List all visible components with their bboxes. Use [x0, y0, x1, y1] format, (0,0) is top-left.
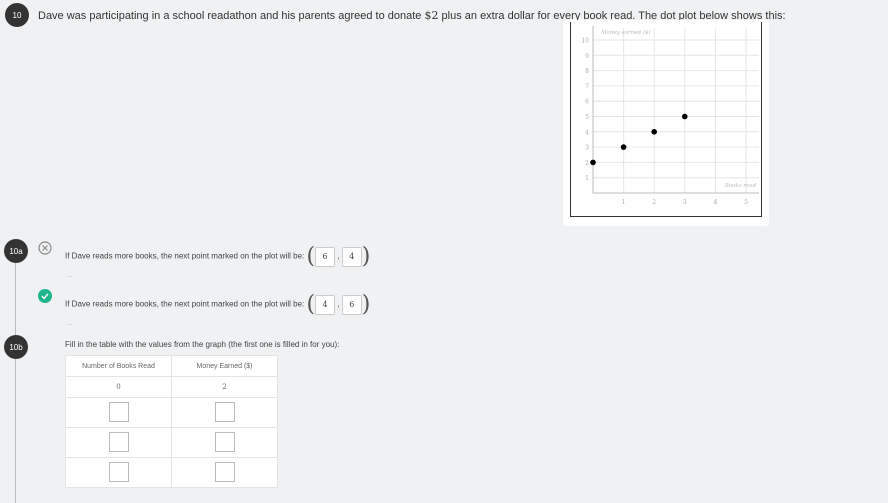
table-row	[65, 427, 278, 458]
y-tick-label: 6	[585, 99, 589, 106]
x-axis-label: Books read	[724, 183, 757, 189]
money-input[interactable]	[214, 431, 235, 452]
attempt-1: If Dave reads more books, the next point…	[65, 244, 371, 269]
dot-plot-card: 1 2 3 4 5 6 7 8 9 10 1 2 3 4 5 Money earned ($) Books re…	[563, 20, 769, 226]
attempt-1-x[interactable]: 6	[315, 246, 336, 267]
y-tick-label: 4	[585, 129, 589, 136]
question-number-badge: 10	[5, 3, 29, 27]
x-tick-label: 4	[713, 199, 717, 206]
timeline-line	[15, 246, 16, 503]
question-text-start: Dave was participating in a school reada…	[38, 10, 425, 22]
attempt-2-more[interactable]: ...	[66, 318, 73, 327]
attempt-2-y[interactable]: 6	[341, 294, 362, 315]
attempt-2-prompt: If Dave reads more books, the next point…	[65, 299, 305, 309]
part-b-badge: 10b	[4, 335, 28, 359]
question-text: Dave was participating in a school reada…	[38, 9, 786, 22]
dot-plot: 1 2 3 4 5 6 7 8 9 10 1 2 3 4 5 Money earned ($) Books re…	[581, 26, 759, 206]
check-circle-icon	[38, 289, 52, 303]
money-input[interactable]	[214, 461, 235, 482]
header-money: Money Earned ($)	[171, 355, 278, 377]
attempt-2: If Dave reads more books, the next point…	[65, 292, 371, 317]
part-a-badge: 10a	[4, 239, 28, 263]
y-tick-label: 5	[585, 114, 589, 121]
y-tick-label: 3	[585, 145, 589, 152]
table-row	[65, 397, 278, 428]
data-point	[651, 129, 657, 135]
question-text-end: plus an extra dollar for every book read…	[438, 10, 786, 22]
table-row	[65, 457, 278, 488]
books-input[interactable]	[108, 431, 129, 452]
y-tick-label: 1	[585, 175, 589, 182]
x-tick-label: 2	[652, 199, 656, 206]
cell-books: 0	[65, 376, 172, 398]
x-circle-icon	[38, 241, 52, 255]
data-point	[620, 144, 627, 150]
data-point	[590, 159, 596, 166]
plot-frame	[570, 22, 762, 217]
y-axis-label: Money earned ($)	[600, 29, 651, 36]
x-tick-label: 5	[744, 199, 748, 206]
y-tick-label: 10	[581, 38, 589, 45]
attempt-1-prompt: If Dave reads more books, the next point…	[65, 251, 305, 261]
x-tick-label: 1	[622, 199, 626, 206]
attempt-1-more[interactable]: ...	[66, 270, 73, 279]
header-books: Number of Books Read	[65, 355, 172, 377]
y-tick-label: 7	[585, 83, 589, 90]
cell-money: 2	[171, 376, 278, 398]
attempt-2-x[interactable]: 4	[315, 294, 336, 315]
y-tick-label: 8	[585, 68, 589, 75]
y-tick-label: 9	[585, 53, 589, 60]
part-b-prompt: Fill in the table with the values from t…	[65, 340, 340, 349]
books-input[interactable]	[108, 461, 129, 482]
attempt-1-y[interactable]: 4	[341, 246, 362, 267]
books-input[interactable]	[108, 401, 129, 422]
money-input[interactable]	[214, 401, 235, 422]
data-point	[682, 113, 688, 120]
x-tick-label: 3	[683, 199, 687, 206]
donation-amount: $2	[424, 9, 439, 22]
y-tick-label: 2	[585, 160, 589, 167]
